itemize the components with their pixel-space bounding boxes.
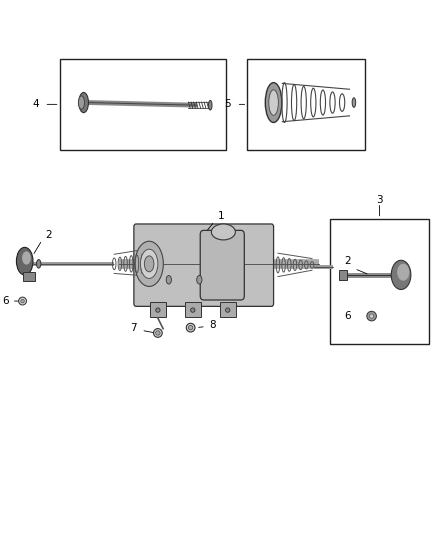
Ellipse shape [155, 308, 160, 312]
Bar [150, 302, 166, 317]
Bar [220, 302, 236, 317]
Bar [330, 219, 428, 344]
Text: 7: 7 [131, 322, 137, 333]
Ellipse shape [153, 328, 162, 337]
Text: 3: 3 [376, 195, 383, 205]
Ellipse shape [16, 247, 33, 275]
Text: 4: 4 [32, 99, 39, 109]
Ellipse shape [208, 100, 212, 110]
Ellipse shape [226, 308, 230, 312]
Ellipse shape [367, 311, 376, 321]
Text: 2: 2 [46, 230, 52, 240]
Bar [185, 302, 201, 317]
Ellipse shape [397, 264, 410, 281]
Text: 5: 5 [224, 99, 231, 109]
Bar [339, 270, 347, 280]
Text: 6: 6 [3, 296, 9, 306]
Ellipse shape [135, 241, 163, 286]
Bar [247, 59, 365, 150]
Ellipse shape [78, 96, 85, 109]
Ellipse shape [145, 256, 154, 272]
Bar [60, 59, 226, 150]
Ellipse shape [166, 276, 171, 284]
Ellipse shape [212, 224, 235, 240]
Ellipse shape [188, 326, 193, 330]
Ellipse shape [197, 276, 202, 284]
Ellipse shape [155, 331, 160, 335]
Ellipse shape [369, 314, 374, 318]
Text: 1: 1 [218, 211, 225, 221]
FancyBboxPatch shape [134, 224, 274, 306]
Ellipse shape [269, 90, 279, 115]
Ellipse shape [22, 252, 31, 265]
Ellipse shape [21, 300, 24, 303]
Text: 8: 8 [209, 320, 216, 330]
Ellipse shape [141, 249, 158, 278]
Ellipse shape [79, 92, 88, 112]
Text: 2: 2 [345, 256, 351, 266]
Ellipse shape [36, 260, 41, 268]
Ellipse shape [18, 297, 26, 305]
FancyBboxPatch shape [200, 230, 244, 300]
Ellipse shape [265, 83, 282, 123]
Ellipse shape [186, 324, 195, 332]
Ellipse shape [191, 308, 195, 312]
Bar [22, 272, 35, 281]
Ellipse shape [352, 98, 356, 107]
Ellipse shape [391, 260, 411, 289]
Text: 6: 6 [345, 311, 351, 321]
